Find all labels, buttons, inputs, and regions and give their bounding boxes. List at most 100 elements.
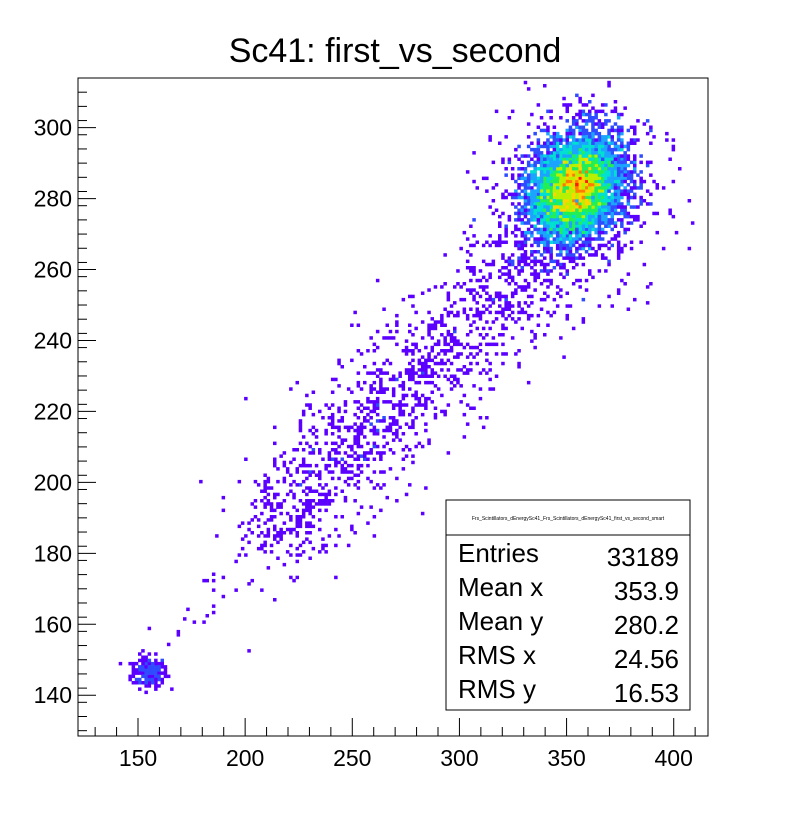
- heatmap-cell: [539, 282, 544, 286]
- heatmap-cell: [591, 154, 595, 158]
- heatmap-cell: [536, 202, 541, 206]
- heatmap-cell: [581, 192, 586, 197]
- heatmap-cell: [504, 230, 508, 235]
- heatmap-cell: [687, 199, 692, 203]
- heatmap-cell: [346, 476, 351, 481]
- heatmap-cell: [398, 406, 402, 410]
- heatmap-cell: [600, 144, 605, 149]
- heatmap-cell: [414, 393, 418, 398]
- heatmap-cell: [359, 432, 364, 436]
- heatmap-cell: [543, 176, 547, 181]
- heatmap-cell: [549, 259, 553, 264]
- heatmap-cell: [597, 138, 602, 142]
- heatmap-cell: [424, 345, 428, 350]
- heatmap-cell: [298, 425, 303, 430]
- heatmap-cell: [607, 262, 611, 267]
- heatmap-cell: [285, 550, 290, 554]
- heatmap-cell: [520, 160, 525, 165]
- heatmap-cell: [652, 179, 656, 184]
- heatmap-cell: [263, 479, 267, 484]
- heatmap-cell: [517, 361, 521, 366]
- heatmap-cell: [526, 163, 531, 168]
- heatmap-cell: [546, 246, 550, 251]
- heatmap-cell: [607, 246, 611, 251]
- heatmap-cell: [546, 144, 550, 149]
- heatmap-cell: [607, 259, 611, 264]
- heatmap-cell: [578, 256, 582, 260]
- heatmap-cell: [552, 230, 557, 235]
- heatmap-cell: [462, 230, 467, 235]
- heatmap-cell: [575, 278, 579, 283]
- heatmap-cell: [147, 626, 152, 631]
- heatmap-cell: [520, 208, 525, 212]
- heatmap-cell: [266, 502, 271, 506]
- heatmap-cell: [375, 419, 380, 423]
- heatmap-cell: [523, 288, 528, 292]
- heatmap-cell: [340, 515, 345, 519]
- heatmap-cell: [568, 237, 573, 241]
- heatmap-cell: [578, 246, 582, 251]
- heatmap-cell: [398, 384, 402, 388]
- heatmap-cell: [565, 246, 570, 251]
- heatmap-cell: [459, 400, 463, 404]
- heatmap-cell: [533, 195, 537, 200]
- heatmap-cell: [327, 454, 332, 458]
- heatmap-cell: [334, 527, 338, 532]
- heatmap-cell: [543, 141, 547, 145]
- heatmap-cell: [379, 390, 383, 394]
- heatmap-cell: [549, 135, 553, 139]
- heatmap-cell: [607, 211, 611, 216]
- heatmap-cell: [507, 160, 512, 165]
- heatmap-cell: [571, 259, 576, 264]
- stats-histogram-name: Frs_Scintillators_dEnergySc41_Frs_Scinti…: [472, 516, 665, 522]
- heatmap-cell: [578, 211, 582, 216]
- heatmap-cell: [440, 320, 444, 324]
- heatmap-cell: [469, 323, 473, 327]
- heatmap-cell: [391, 393, 396, 398]
- heatmap-cell: [588, 151, 592, 155]
- heatmap-cell: [575, 138, 579, 142]
- heatmap-cell: [578, 173, 582, 177]
- heatmap-cell: [543, 214, 547, 219]
- heatmap-cell: [588, 186, 592, 190]
- heatmap-cell: [610, 128, 615, 133]
- heatmap-cell: [424, 358, 428, 363]
- heatmap-cell: [555, 259, 560, 264]
- heatmap-cell: [395, 403, 399, 407]
- heatmap-cell: [514, 320, 518, 324]
- heatmap-cell: [578, 224, 582, 228]
- heatmap-cell: [565, 179, 570, 184]
- heatmap-cell: [366, 441, 370, 446]
- heatmap-cell: [565, 138, 570, 142]
- heatmap-cell: [655, 211, 660, 216]
- heatmap-cell: [266, 518, 271, 522]
- heatmap-cell: [501, 307, 505, 311]
- heatmap-cell: [318, 409, 322, 414]
- heatmap-cell: [430, 323, 435, 327]
- heatmap-cell: [562, 208, 566, 212]
- heatmap-cell: [295, 515, 300, 519]
- heatmap-cell: [308, 540, 312, 545]
- heatmap-cell: [616, 234, 621, 238]
- heatmap-cell: [543, 202, 547, 206]
- heatmap-cell: [260, 543, 264, 548]
- heatmap-cell: [433, 320, 438, 324]
- heatmap-cell: [507, 259, 512, 264]
- heatmap-cell: [356, 323, 361, 327]
- heatmap-cell: [510, 192, 515, 197]
- heatmap-cell: [597, 304, 602, 308]
- heatmap-cell: [668, 157, 672, 161]
- heatmap-cell: [533, 208, 537, 212]
- heatmap-cell: [295, 524, 300, 529]
- heatmap-cell: [141, 665, 145, 669]
- heatmap-cell: [620, 154, 624, 158]
- heatmap-cell: [526, 87, 531, 91]
- heatmap-cell: [562, 202, 566, 206]
- heatmap-cell: [565, 131, 570, 136]
- heatmap-cell: [604, 189, 608, 193]
- heatmap-cell: [633, 186, 637, 190]
- heatmap-cell: [459, 368, 463, 372]
- heatmap-cell: [269, 505, 274, 509]
- heatmap-cell: [581, 186, 586, 190]
